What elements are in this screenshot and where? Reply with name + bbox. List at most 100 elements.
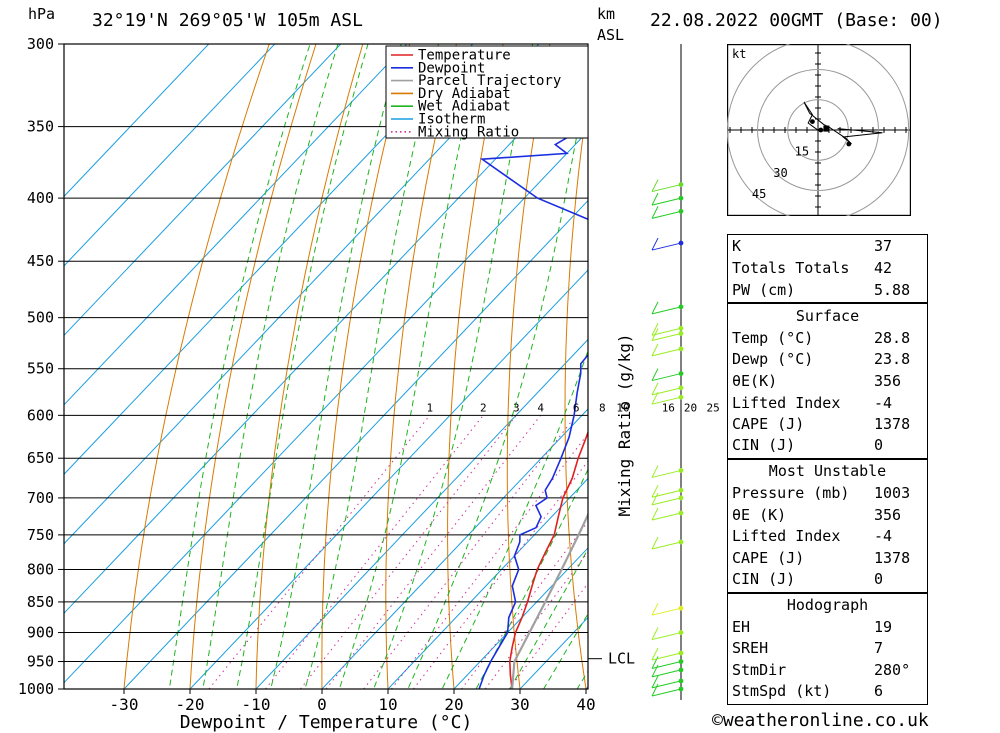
isotherm-line (64, 44, 408, 406)
wind-barb (651, 669, 682, 678)
temperature-tick-label: -10 (242, 695, 271, 714)
hodograph-trace (803, 101, 883, 145)
temperature-tick-label: 20 (444, 695, 463, 714)
wind-barb (651, 489, 682, 498)
mixing-ratio-line (325, 415, 542, 689)
wind-barb (651, 373, 682, 382)
isotherm-line (387, 477, 588, 689)
wind-barb (651, 469, 682, 478)
wind-barb (651, 688, 682, 697)
wind-barb-flag (651, 647, 659, 661)
dry-adiabat-line (123, 44, 270, 689)
wind-level-dot (678, 325, 684, 331)
surface-value: 23.8 (874, 350, 911, 368)
wind-barb (651, 396, 682, 405)
hodograph-value: 6 (874, 682, 884, 700)
pressure-tick-label: 600 (27, 406, 54, 424)
hodograph-row: StmDir 280° (732, 660, 923, 681)
wind-level-dot (678, 304, 684, 310)
pressure-tick-label: 350 (27, 118, 54, 136)
wind-barb (651, 327, 682, 336)
surface-row: Dewp (°C) 23.8 (732, 349, 923, 370)
most-unstable-row: CIN (J) 0 (732, 569, 923, 590)
wind-level-dot (678, 331, 684, 336)
dry-adiabat-line (447, 44, 504, 689)
mixing-ratio-label: 8 (599, 401, 606, 414)
wind-barb-flag (651, 507, 659, 521)
pressure-tick-label: 700 (27, 489, 54, 507)
wind-barb-flag (651, 343, 659, 357)
wet-adiabat-line (304, 44, 440, 689)
wind-barb-flag (651, 465, 659, 478)
dry-adiabat-line (385, 44, 457, 689)
wind-level-dot (678, 346, 684, 352)
wind-level-dot (678, 495, 684, 501)
most-unstable-value: -4 (874, 527, 893, 545)
isotherm-line (321, 408, 588, 689)
wet-adiabat-line (236, 44, 369, 689)
surface-title: Surface (795, 307, 860, 325)
isotherm-line (64, 44, 276, 267)
mixing-ratio-line (461, 520, 588, 689)
pressure-tick-label: 650 (27, 449, 54, 467)
wind-level-dot (678, 659, 684, 664)
wind-barb (651, 184, 682, 193)
mixing-ratio-label: 20 (684, 401, 697, 414)
wind-level-dot (678, 208, 684, 214)
wind-level-dot (678, 667, 684, 673)
hodograph-row: StmSpd (kt) 6 (732, 681, 923, 702)
hodograph-label: StmSpd (kt) (732, 682, 832, 700)
isotherm-line (255, 338, 588, 689)
legend-label: Wet Adiabat (418, 99, 511, 115)
isotherm-line (64, 44, 342, 337)
most-unstable-row: CAPE (J) 1378 (732, 548, 923, 569)
most-unstable-row: θE (K) 356 (732, 505, 923, 526)
mixing-ratio-label: 3 (513, 401, 520, 414)
wind-level-dot (678, 678, 684, 684)
wind-barb-flag (651, 602, 659, 616)
mixing-ratio-axis-title: Mixing Ratio (g/kg) (615, 333, 634, 516)
copyright-link[interactable]: ©weatheronline.co.uk (712, 710, 929, 731)
surface-label: CAPE (J) (732, 415, 805, 433)
wind-barb-flag (651, 179, 659, 192)
wind-level-dot (678, 195, 684, 201)
k-index-row: K 37 (732, 236, 923, 257)
hodograph-value: 7 (874, 639, 884, 657)
lcl-label: LCL (608, 650, 635, 668)
legend-label: Isotherm (418, 112, 485, 128)
isotherm-line (123, 199, 588, 689)
wind-barb (651, 306, 682, 315)
wind-barb-flag (651, 627, 659, 640)
most-unstable-label: CAPE (J) (732, 549, 805, 567)
pressure-tick-label: 550 (27, 360, 54, 378)
x-axis-title: Dewpoint / Temperature (°C) (180, 712, 473, 733)
hodograph-dot (810, 119, 815, 124)
mixing-ratio-label: 6 (573, 401, 580, 414)
wind-level-dot (678, 630, 684, 635)
isotherm-line (189, 269, 588, 689)
most-unstable-label: Pressure (mb) (732, 484, 850, 502)
mixing-ratio-label: 2 (480, 401, 487, 414)
most-unstable-panel: Most Unstable Pressure (mb) 1003 θE (K) 35… (727, 459, 928, 593)
wind-barb (651, 632, 682, 641)
temperature-tick-label: 0 (317, 695, 327, 714)
parcel-trajectory-profile (511, 512, 588, 689)
mixing-ratio-label: 10 (616, 401, 629, 414)
legend-label: Temperature (418, 48, 511, 64)
legend-label: Dewpoint (418, 60, 485, 76)
wind-barb (651, 607, 682, 616)
wet-adiabat-line (168, 44, 311, 689)
surface-value: 28.8 (874, 329, 911, 347)
hodograph-value: 19 (874, 618, 893, 636)
wind-barb-flag (651, 536, 659, 550)
plot-frame (63, 43, 589, 690)
hodograph-title: Hodograph (786, 596, 869, 614)
wind-level-dot (678, 487, 684, 493)
wind-level-dot (678, 385, 684, 391)
mixing-ratio-label: 4 (537, 401, 544, 414)
wind-barb-flag (651, 206, 659, 219)
pressure-tick-label: 800 (27, 560, 54, 578)
hodograph-ring-label: 15 (795, 144, 809, 158)
wet-adiabat-line (202, 44, 339, 689)
